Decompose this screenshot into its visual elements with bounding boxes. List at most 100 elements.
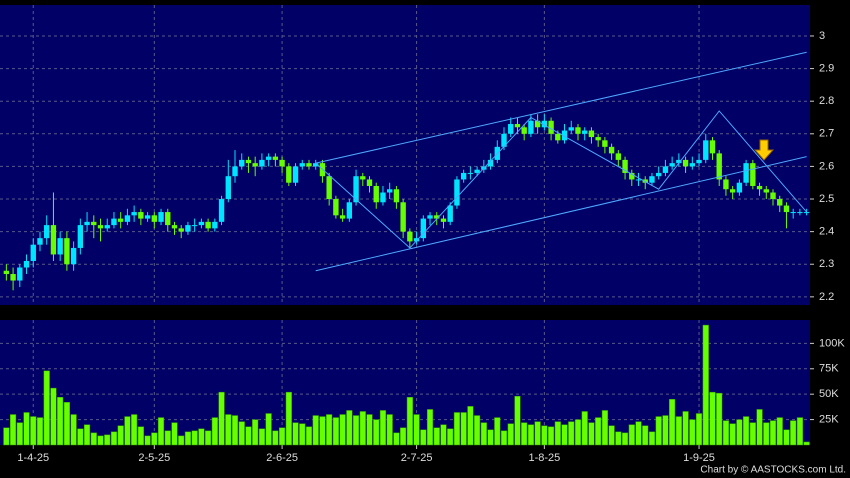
candle-body xyxy=(346,202,353,219)
candle-body xyxy=(750,163,756,186)
candle-body xyxy=(212,221,218,229)
x-tick-label: 2-6-25 xyxy=(266,452,298,464)
candle-body xyxy=(191,225,198,227)
candle-body xyxy=(292,166,299,183)
y-tick-label: 2.2 xyxy=(819,291,834,303)
candle-body xyxy=(682,159,689,167)
candle-body xyxy=(171,225,178,229)
candle-body xyxy=(413,238,420,242)
volume-bar xyxy=(285,391,292,446)
candle-body xyxy=(373,185,379,203)
volume-bar xyxy=(527,424,534,446)
volume-bar xyxy=(695,413,703,446)
volume-bar xyxy=(682,411,689,446)
x-tick-label: 1-8-25 xyxy=(528,452,560,464)
volume-bar xyxy=(655,416,662,446)
volume-bar xyxy=(272,430,279,446)
candle-body xyxy=(306,163,312,167)
candle-body xyxy=(447,205,453,222)
candle-body xyxy=(57,238,63,255)
candle-body xyxy=(239,159,245,167)
trend-line xyxy=(315,51,807,164)
candle-body xyxy=(50,225,57,255)
volume-bar xyxy=(43,370,50,446)
volume-bar xyxy=(312,415,319,446)
candle-body xyxy=(803,212,810,214)
volume-bar xyxy=(440,424,447,446)
candle-body xyxy=(64,238,70,265)
candle-body xyxy=(528,120,534,134)
volume-bar xyxy=(521,422,528,446)
candle-body xyxy=(30,244,36,261)
volume-bar xyxy=(574,419,582,446)
volume-bar xyxy=(783,429,790,446)
volume-bar xyxy=(756,409,763,446)
volume-bar xyxy=(595,417,602,446)
volume-bar xyxy=(716,392,723,446)
trend-line xyxy=(315,156,807,272)
volume-bar xyxy=(346,410,353,446)
y-tick-label: 100K xyxy=(819,337,845,349)
volume-bar xyxy=(460,412,467,446)
candle-body xyxy=(582,130,588,134)
candle-body xyxy=(299,163,305,167)
candle-body xyxy=(467,172,474,174)
volume-bar xyxy=(400,427,407,446)
x-tick-label: 1-4-25 xyxy=(17,452,49,464)
volume-bar xyxy=(238,421,245,446)
volume-bar xyxy=(104,434,111,446)
volume-bar xyxy=(743,416,750,446)
volume-bar xyxy=(568,421,575,446)
candle-body xyxy=(501,133,507,147)
candle-body xyxy=(716,153,722,180)
candle-body xyxy=(151,215,158,222)
volume-bar xyxy=(57,396,64,446)
candle-body xyxy=(729,189,736,193)
candle-body xyxy=(783,205,790,213)
volume-bar xyxy=(769,420,777,446)
candle-body xyxy=(440,218,447,222)
volume-bar xyxy=(588,422,595,446)
volume-bar xyxy=(628,424,635,446)
candle-body xyxy=(420,218,427,239)
volume-bar xyxy=(292,422,299,446)
volume-bar xyxy=(16,422,23,446)
volume-bar xyxy=(352,415,360,446)
candle-body xyxy=(642,179,648,183)
candle-body xyxy=(575,127,581,134)
volume-bar xyxy=(601,410,608,446)
volume-bar xyxy=(534,421,541,446)
volume-bar xyxy=(581,411,588,446)
candle-body xyxy=(198,221,205,226)
volume-bar xyxy=(184,431,192,446)
volume-bar xyxy=(420,429,427,446)
volume-bar xyxy=(3,427,10,446)
volume-bar xyxy=(164,430,171,446)
volume-bar xyxy=(722,420,730,446)
candle-body xyxy=(669,163,675,167)
candle-body xyxy=(743,163,749,183)
volume-bar xyxy=(379,410,387,446)
volume-bar xyxy=(447,428,454,446)
y-tick-label: 2.5 xyxy=(819,193,834,205)
candle-body xyxy=(225,176,231,200)
candle-body xyxy=(709,140,716,154)
volume-bar xyxy=(50,387,57,446)
volume-bar xyxy=(393,432,400,446)
y-tick-label: 2.7 xyxy=(819,128,834,140)
candle-body xyxy=(10,274,16,281)
candle-body xyxy=(608,146,615,154)
candle-body xyxy=(763,189,769,193)
volume-bar xyxy=(63,402,70,446)
candle-body xyxy=(70,247,77,265)
volume-bar xyxy=(131,414,138,446)
volume-bar xyxy=(332,417,339,446)
candle-body xyxy=(629,172,635,180)
candle-body xyxy=(602,140,608,147)
volume-bar xyxy=(796,417,803,446)
candle-body xyxy=(460,172,467,180)
candle-body xyxy=(380,192,386,203)
volume-bar xyxy=(426,409,434,446)
y-tick-label: 3 xyxy=(819,30,825,42)
